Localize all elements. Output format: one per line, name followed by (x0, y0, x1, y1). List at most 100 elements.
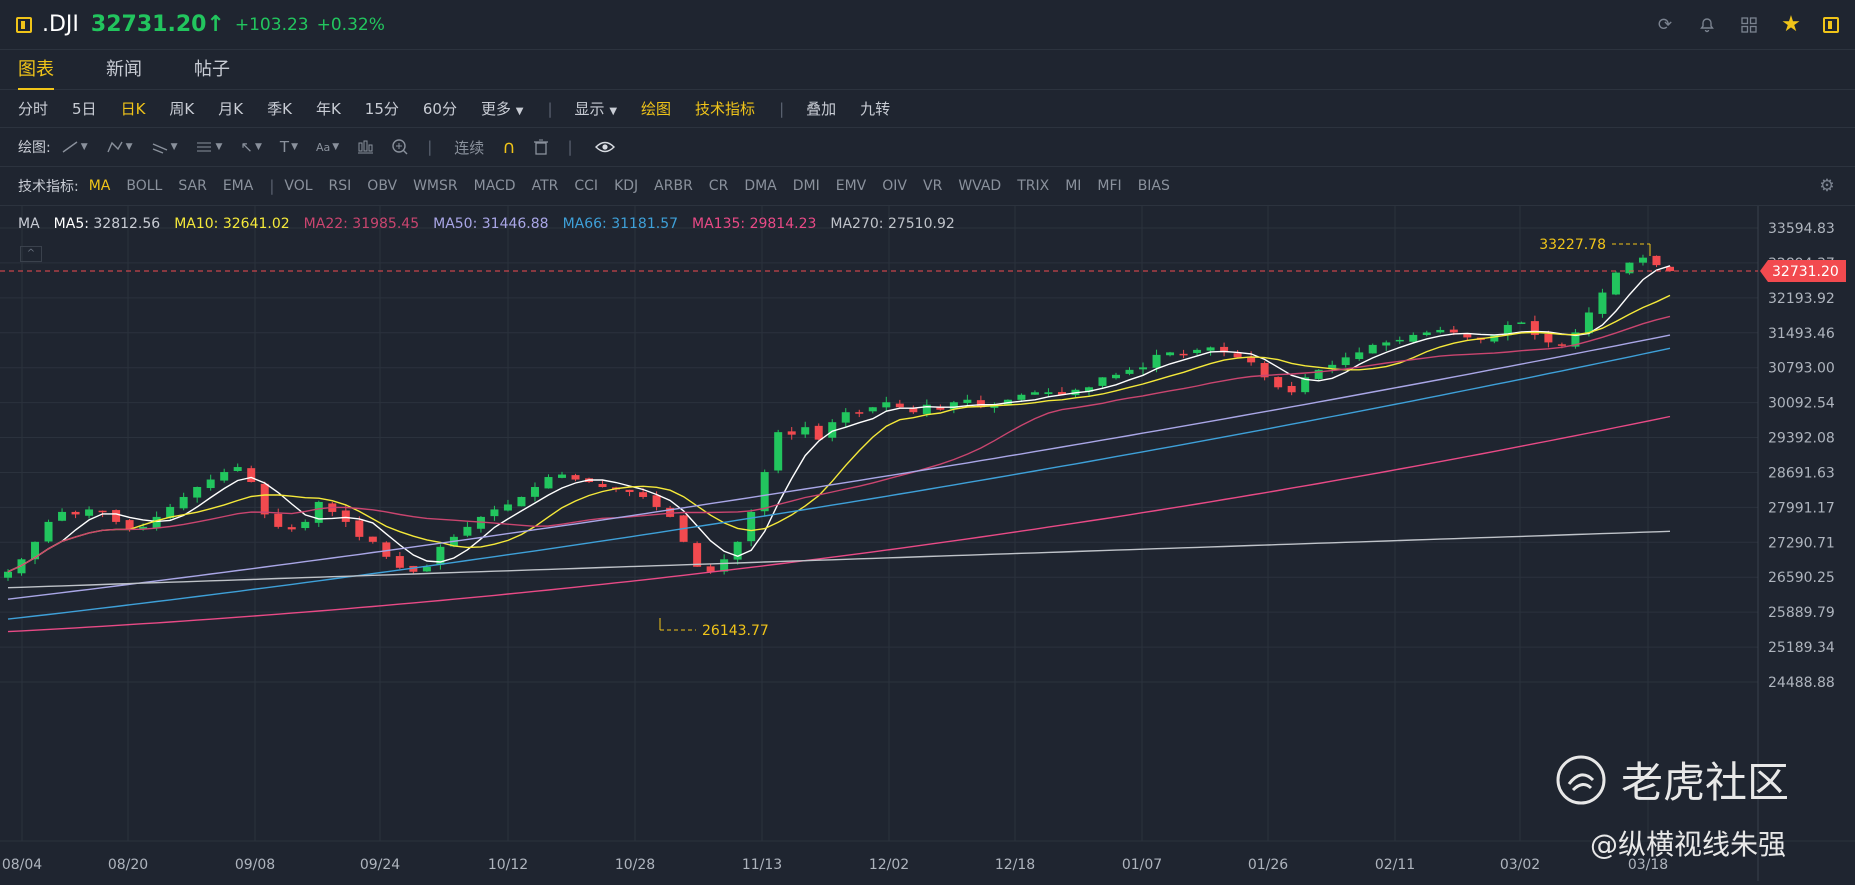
ma50-legend[interactable]: MA50: 31446.88 (433, 216, 548, 232)
period-60min[interactable]: 60分 (422, 100, 457, 118)
candle-body (598, 484, 607, 488)
candle-body (666, 507, 675, 517)
period-quarter[interactable]: 季K (267, 100, 292, 118)
ind-oiv[interactable]: OIV (882, 178, 907, 194)
ind-boll[interactable]: BOLL (126, 178, 163, 194)
divider: | (269, 177, 275, 195)
candle-body (1044, 392, 1053, 395)
continuous-toggle[interactable]: 连续 (454, 138, 485, 157)
ind-sar[interactable]: SAR (178, 178, 207, 194)
candle-body (193, 487, 202, 498)
tab-news[interactable]: 新闻 (106, 58, 142, 80)
font-size-tool-icon[interactable]: Aa ▼ (316, 140, 340, 154)
ma135-legend[interactable]: MA135: 29814.23 (692, 216, 816, 232)
sidebar-toggle-icon[interactable] (1823, 16, 1839, 33)
ind-trix[interactable]: TRIX (1017, 178, 1050, 194)
period-week[interactable]: 周K (169, 100, 195, 118)
candle-body (395, 556, 404, 568)
candle-body (895, 403, 904, 408)
candle-body (1571, 332, 1580, 347)
ma66-value: 31181.57 (611, 216, 679, 232)
ind-wvad[interactable]: WVAD (958, 178, 1002, 194)
low-label: 26143.77 (702, 623, 769, 639)
ind-ma[interactable]: MA (88, 178, 111, 194)
collapse-button[interactable]: ^ (20, 246, 42, 262)
refresh-icon[interactable]: ⟳ (1657, 14, 1673, 35)
tab-chart[interactable]: 图表 (18, 50, 54, 90)
ind-kdj[interactable]: KDJ (614, 178, 639, 194)
nine-turn-button[interactable]: 九转 (860, 100, 891, 118)
ind-arbr[interactable]: ARBR (654, 178, 693, 194)
ind-obv[interactable]: OBV (367, 178, 398, 194)
ma270-legend[interactable]: MA270: 27510.92 (830, 216, 954, 232)
ind-atr[interactable]: ATR (531, 178, 559, 194)
ind-vr[interactable]: VR (923, 178, 943, 194)
ind-cci[interactable]: CCI (574, 178, 599, 194)
ind-mfi[interactable]: MFI (1097, 178, 1122, 194)
tab-posts[interactable]: 帖子 (194, 58, 230, 80)
candle-body (301, 521, 310, 529)
candle-body (1139, 367, 1148, 370)
candle-body (1395, 339, 1404, 342)
text-tool-icon[interactable]: T ▼ (279, 138, 298, 156)
zoom-icon[interactable] (391, 138, 409, 156)
ind-emv[interactable]: EMV (835, 178, 867, 194)
period-minute[interactable]: 分时 (18, 100, 49, 118)
ma66-legend[interactable]: MA66: 31181.57 (563, 216, 678, 232)
ma10-legend[interactable]: MA10: 32641.02 (174, 216, 289, 232)
x-tick-label: 03/02 (1500, 857, 1540, 873)
ind-cr[interactable]: CR (708, 178, 729, 194)
candle-body (706, 566, 715, 572)
settings-gear-icon[interactable]: ⚙ (1819, 176, 1835, 196)
candle-body (85, 509, 94, 516)
candle-body (1220, 346, 1229, 353)
candle-body (1057, 392, 1066, 395)
candle-body (1666, 266, 1674, 272)
symbol-name: .DJI (42, 12, 79, 37)
indicators-button[interactable]: 技术指标 (695, 100, 756, 118)
candle-tool-icon[interactable] (357, 140, 374, 154)
more-dropdown[interactable]: 更多 ▼ (481, 98, 524, 119)
x-tick-label: 09/08 (235, 857, 275, 873)
candle-body (247, 468, 256, 483)
ind-macd[interactable]: MACD (473, 178, 516, 194)
period-year[interactable]: 年K (315, 100, 341, 118)
bell-icon[interactable] (1697, 15, 1717, 35)
ind-dmi[interactable]: DMI (792, 178, 820, 194)
ma-legend: MA MA5: 32812.56 MA10: 32641.02 MA22: 31… (18, 216, 955, 232)
ind-wmsr[interactable]: WMSR (413, 178, 458, 194)
ind-dma[interactable]: DMA (744, 178, 777, 194)
ind-mi[interactable]: MI (1065, 178, 1082, 194)
ind-rsi[interactable]: RSI (328, 178, 352, 194)
channel-tool-icon[interactable]: ▼ (151, 140, 177, 154)
period-month[interactable]: 月K (218, 100, 244, 118)
trash-icon[interactable] (533, 139, 549, 155)
draw-button[interactable]: 绘图 (641, 100, 672, 118)
period-5day[interactable]: 5日 (72, 100, 97, 118)
candle-body (463, 526, 472, 536)
candle-body (1544, 333, 1553, 343)
polyline-tool-icon[interactable]: ▼ (106, 140, 133, 154)
grid-icon[interactable] (1739, 15, 1759, 35)
ind-bias[interactable]: BIAS (1137, 178, 1170, 194)
chart-svg[interactable]: 33594.8332894.3732193.9231493.4630793.00… (0, 206, 1855, 885)
ma5-legend[interactable]: MA5: 32812.56 (54, 216, 161, 232)
candle-body (1206, 347, 1215, 351)
ind-vol[interactable]: VOL (284, 178, 313, 194)
period-day[interactable]: 日K (120, 100, 146, 118)
price-chart[interactable]: 33594.8332894.3732193.9231493.4630793.00… (0, 206, 1855, 885)
ma135-label: MA135: (692, 216, 746, 232)
line-tool-icon[interactable]: ▼ (61, 140, 88, 154)
ind-ema[interactable]: EMA (222, 178, 254, 194)
magnet-icon[interactable]: ∩ (502, 136, 516, 158)
period-15min[interactable]: 15分 (364, 100, 399, 118)
display-dropdown[interactable]: 显示 ▼ (575, 98, 618, 119)
overlay-button[interactable]: 叠加 (806, 100, 837, 118)
eye-icon[interactable] (594, 140, 615, 154)
star-icon[interactable]: ★ (1781, 12, 1801, 37)
ma270-value: 27510.92 (887, 216, 955, 232)
y-tick-label: 27290.71 (1768, 535, 1835, 551)
arrow-tool-icon[interactable]: ↖ ▼ (240, 138, 262, 156)
fib-tool-icon[interactable]: ▼ (197, 142, 223, 152)
ma22-legend[interactable]: MA22: 31985.45 (304, 216, 419, 232)
